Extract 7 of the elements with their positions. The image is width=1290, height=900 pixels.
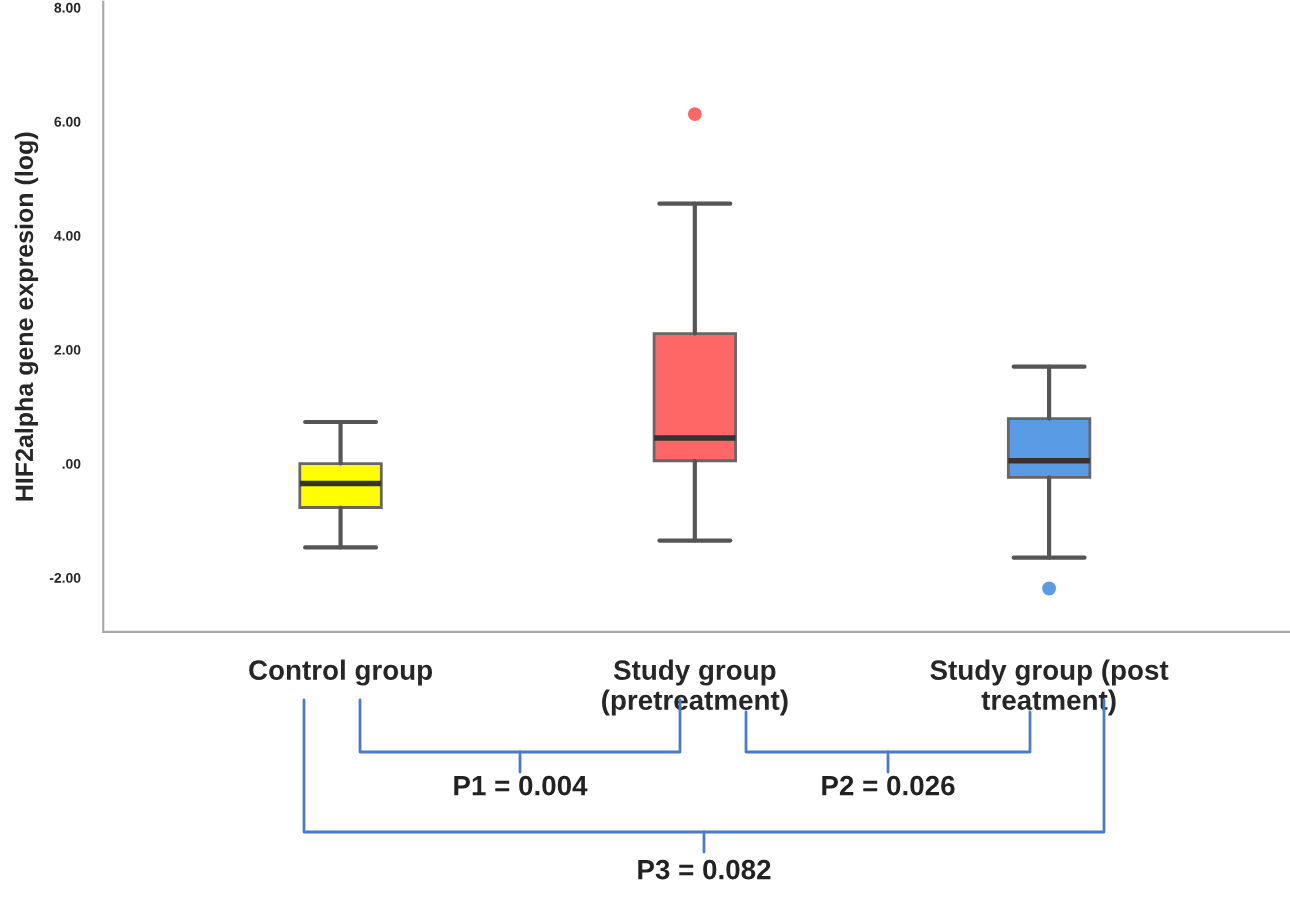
x-tick-label: Study group (post treatment) [930,659,1169,716]
x-tick-label: Control group [249,659,432,686]
x-tick-label: Study group (pretreatment) [602,659,788,716]
y-axis-title: HIF2alpha gene expresion (log) [14,132,39,501]
text: P3 = 0.082 [638,859,771,880]
text: P1 = 0.004 [454,775,588,796]
text: P2 = 0.026 [822,775,955,796]
